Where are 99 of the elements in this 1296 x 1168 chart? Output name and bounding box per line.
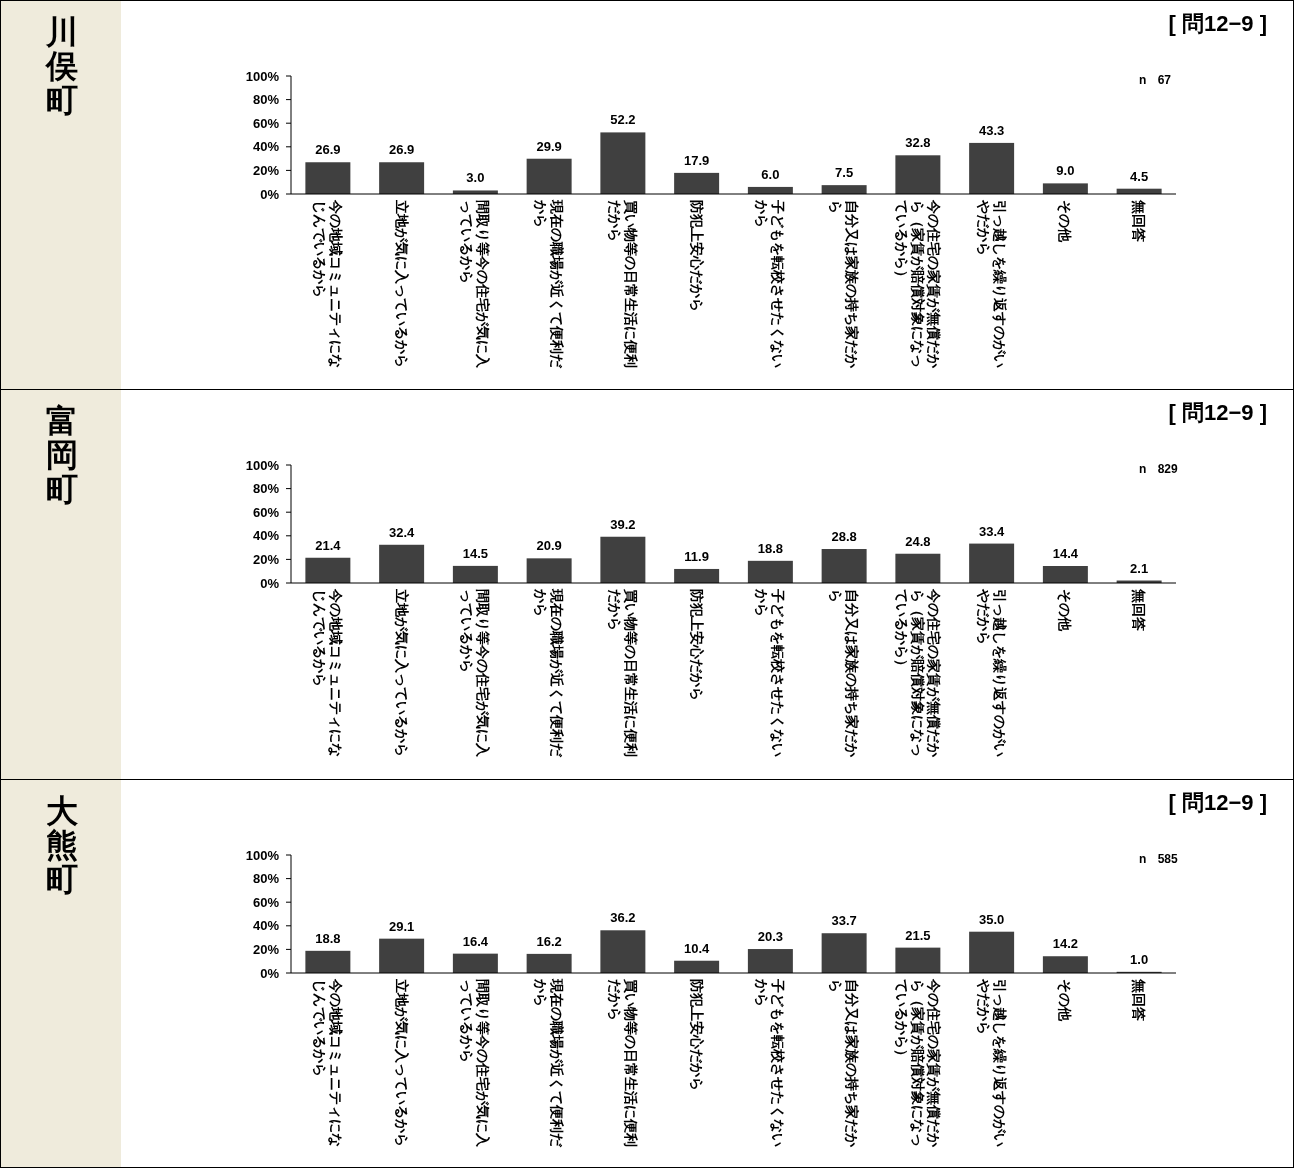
x-tick-label: 今の住宅の家賃が無償だから（家賃が賠償対象になっているから） <box>893 978 942 1149</box>
y-tick-label: 20% <box>252 941 280 957</box>
x-tick-label: 買い物等の日常生活に便利だから <box>606 589 639 760</box>
data-label: 26.9 <box>388 142 415 158</box>
data-label: 36.2 <box>610 909 636 925</box>
x-tick-label: 買い物等の日常生活に便利だから <box>606 200 639 370</box>
chart-title: 富岡町 <box>45 403 79 508</box>
x-tick-label: 自分又は家族の持ち家だから <box>828 200 861 370</box>
y-tick-label: 60% <box>252 894 280 910</box>
x-tick-label: 今の地域コミュニティになじんでいるから <box>311 200 344 370</box>
chart-title: 川俣町 <box>45 14 79 118</box>
data-label: 28.8 <box>831 529 857 545</box>
y-tick-label: 80% <box>252 481 280 497</box>
data-label: 29.1 <box>388 918 415 934</box>
y-tick-label: 60% <box>252 115 280 131</box>
data-label: 2.1 <box>1130 560 1149 576</box>
annotation: n 829 <box>1139 462 1178 477</box>
data-label: 24.8 <box>905 534 931 550</box>
chart-subtitle: [ 問12−9 ] <box>1168 788 1267 817</box>
x-tick-label: 子どもを転校させたくないから <box>754 200 787 370</box>
data-label: 43.3 <box>978 122 1005 138</box>
data-label: 20.9 <box>536 538 562 554</box>
x-tick-label: 今の住宅の家賃が無償だから（家賃が賠償対象になっているから） <box>893 200 942 370</box>
x-tick-label: 自分又は家族の持ち家だから <box>828 589 861 760</box>
y-tick-label: 100% <box>245 457 280 473</box>
data-label: 7.5 <box>835 165 854 181</box>
data-label: 35.0 <box>978 911 1005 927</box>
y-tick-label: 60% <box>252 505 280 521</box>
x-tick-label: 現在の職場が近くて便利だから <box>533 978 566 1149</box>
x-tick-label: 引っ越しを繰り返すのがいやだから <box>975 978 1008 1149</box>
data-label: 18.8 <box>757 541 784 557</box>
data-label: 6.0 <box>761 166 780 182</box>
data-label: 14.4 <box>1052 546 1079 562</box>
data-label: 16.4 <box>462 933 489 949</box>
data-label: 3.0 <box>466 170 485 186</box>
data-label: 9.0 <box>1056 163 1075 179</box>
data-label: 4.5 <box>1130 168 1149 184</box>
x-tick-label: 立地が気に入っているから <box>393 200 410 370</box>
data-label: 20.3 <box>757 928 784 944</box>
x-tick-label: 子どもを転校させたくないから <box>754 589 787 760</box>
annotation: n 585 <box>1139 851 1178 866</box>
y-tick-label: 40% <box>252 917 280 933</box>
y-tick-label: 20% <box>252 552 280 568</box>
data-label: 29.9 <box>536 138 562 154</box>
chart-subtitle: [ 問12−9 ] <box>1168 10 1267 38</box>
data-label: 21.4 <box>315 538 342 554</box>
data-label: 32.4 <box>388 525 416 541</box>
data-label: 16.2 <box>536 933 562 949</box>
data-label: 32.8 <box>905 135 931 151</box>
data-label: 1.0 <box>1130 951 1149 967</box>
x-tick-label: 自分又は家族の持ち家だから <box>828 978 861 1149</box>
x-tick-label: 防犯上安心だから <box>688 200 705 314</box>
x-tick-label: 現在の職場が近くて便利だから <box>533 200 566 370</box>
x-tick-label: 今の地域コミュニティになじんでいるから <box>311 978 344 1149</box>
data-label: 10.4 <box>683 940 711 956</box>
x-tick-label: 防犯上安心だから <box>688 589 705 704</box>
data-label: 52.2 <box>610 112 636 128</box>
data-label: 21.5 <box>905 927 931 943</box>
data-label: 39.2 <box>610 517 636 533</box>
x-tick-label: 防犯上安心だから <box>688 978 705 1093</box>
y-tick-label: 80% <box>252 92 280 108</box>
x-tick-label: 今の住宅の家賃が無償だから（家賃が賠償対象になっているから） <box>893 589 942 760</box>
x-tick-label: 買い物等の日常生活に便利だから <box>606 978 639 1149</box>
x-tick-label: 間取り等今の住宅が気に入っているから <box>459 589 492 760</box>
x-tick-label: 引っ越しを繰り返すのがいやだから <box>975 589 1008 760</box>
x-tick-label: 無回答 <box>1131 978 1148 1023</box>
y-tick-label: 0% <box>260 575 280 591</box>
y-tick-label: 0% <box>260 965 280 981</box>
data-label: 11.9 <box>684 549 709 565</box>
x-tick-label: 現在の職場が近くて便利だから <box>533 589 566 760</box>
y-tick-label: 100% <box>245 68 280 84</box>
data-label: 26.9 <box>315 142 341 158</box>
data-label: 18.8 <box>315 930 341 946</box>
chart-subtitle: [ 問12−9 ] <box>1168 399 1267 428</box>
x-tick-label: その他 <box>1057 978 1074 1023</box>
data-label: 33.4 <box>978 523 1006 539</box>
x-tick-label: 引っ越しを繰り返すのがいやだから <box>975 200 1008 370</box>
x-tick-label: 今の地域コミュニティになじんでいるから <box>311 589 344 760</box>
data-label: 14.2 <box>1052 935 1079 951</box>
data-label: 17.9 <box>683 152 710 168</box>
x-tick-label: 間取り等今の住宅が気に入っているから <box>459 978 492 1149</box>
y-tick-label: 20% <box>252 162 280 178</box>
data-label: 14.5 <box>462 546 489 562</box>
annotation: n 67 <box>1139 73 1172 87</box>
y-tick-label: 0% <box>260 186 280 202</box>
y-tick-label: 40% <box>252 528 280 544</box>
y-tick-label: 40% <box>252 139 280 155</box>
y-tick-label: 100% <box>245 847 280 863</box>
x-tick-label: その他 <box>1057 200 1074 244</box>
data-label: 33.7 <box>831 912 857 928</box>
y-tick-label: 80% <box>252 870 280 886</box>
x-tick-label: 立地が気に入っているから <box>393 589 410 760</box>
x-tick-label: 間取り等今の住宅が気に入っているから <box>459 200 492 370</box>
x-tick-label: その他 <box>1057 589 1074 634</box>
x-tick-label: 無回答 <box>1131 589 1148 634</box>
x-tick-label: 立地が気に入っているから <box>393 978 410 1149</box>
x-tick-label: 子どもを転校させたくないから <box>754 978 787 1149</box>
x-tick-label: 無回答 <box>1131 200 1148 244</box>
chart-title: 大熊町 <box>45 792 79 897</box>
